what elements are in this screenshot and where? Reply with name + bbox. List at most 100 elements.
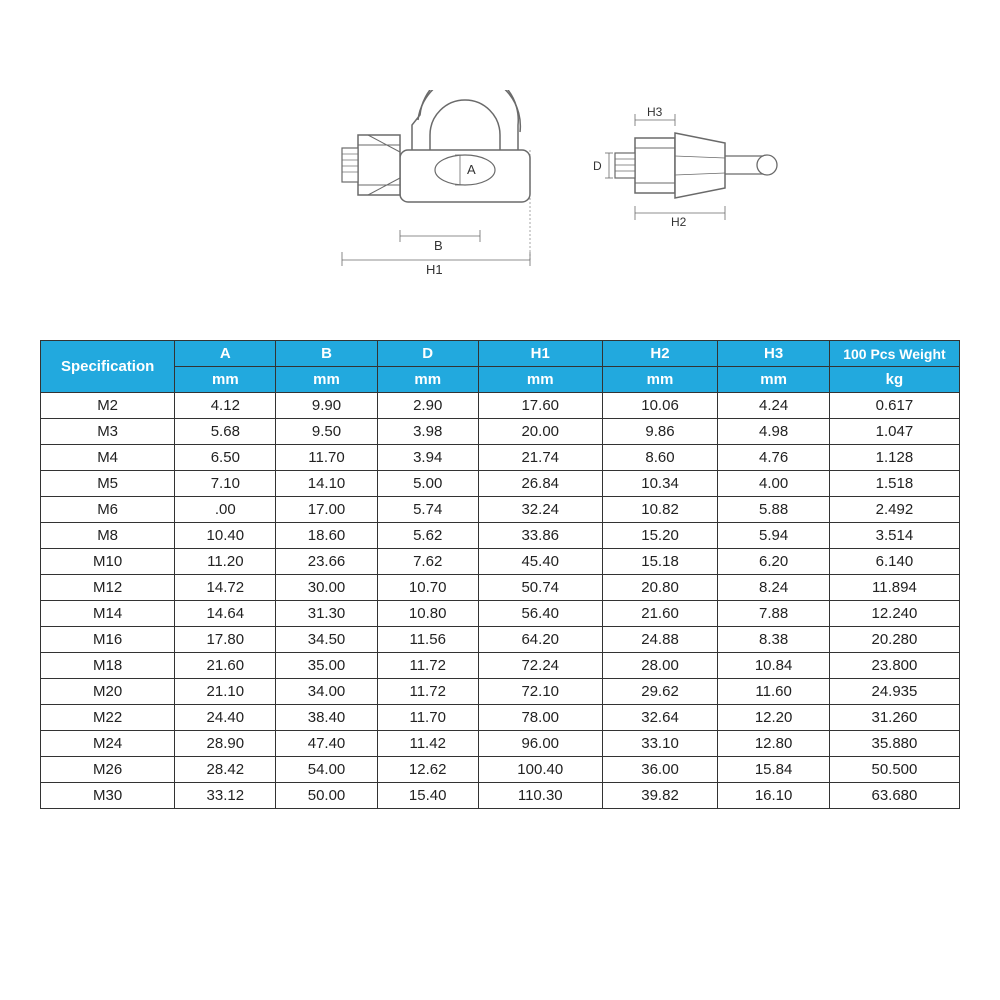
specification-table: Specification A B D H1 H2 H3 100 Pcs Wei… — [40, 340, 960, 809]
cell-A: 28.90 — [175, 731, 276, 757]
table-row: M1214.7230.0010.7050.7420.808.2411.894 — [41, 575, 960, 601]
cell-W: 11.894 — [829, 575, 959, 601]
table-row: M810.4018.605.6233.8615.205.943.514 — [41, 523, 960, 549]
cell-D: 7.62 — [377, 549, 478, 575]
cell-B: 23.66 — [276, 549, 377, 575]
cell-W: 3.514 — [829, 523, 959, 549]
cell-H2: 10.82 — [602, 497, 718, 523]
cell-spec: M4 — [41, 445, 175, 471]
table-row: M57.1014.105.0026.8410.344.001.518 — [41, 471, 960, 497]
cell-B: 50.00 — [276, 783, 377, 809]
cell-B: 38.40 — [276, 705, 377, 731]
header-B: B — [276, 341, 377, 367]
cell-H1: 33.86 — [478, 523, 602, 549]
cell-H1: 100.40 — [478, 757, 602, 783]
cell-H2: 10.34 — [602, 471, 718, 497]
cell-D: 3.94 — [377, 445, 478, 471]
table-row: M1414.6431.3010.8056.4021.607.8812.240 — [41, 601, 960, 627]
cell-H3: 8.38 — [718, 627, 830, 653]
cell-A: 21.60 — [175, 653, 276, 679]
cell-H2: 8.60 — [602, 445, 718, 471]
table-body: M24.129.902.9017.6010.064.240.617M35.689… — [41, 393, 960, 809]
technical-diagram: A B H1 H3 — [300, 90, 800, 290]
table-row: M1011.2023.667.6245.4015.186.206.140 — [41, 549, 960, 575]
label-D: D — [593, 159, 602, 173]
cell-H3: 8.24 — [718, 575, 830, 601]
cell-H2: 15.18 — [602, 549, 718, 575]
cell-D: 12.62 — [377, 757, 478, 783]
cell-H1: 64.20 — [478, 627, 602, 653]
unit-weight: kg — [829, 367, 959, 393]
unit-H3: mm — [718, 367, 830, 393]
cell-B: 54.00 — [276, 757, 377, 783]
cell-A: 33.12 — [175, 783, 276, 809]
cell-A: 6.50 — [175, 445, 276, 471]
cell-A: 5.68 — [175, 419, 276, 445]
cell-spec: M20 — [41, 679, 175, 705]
label-H1: H1 — [426, 262, 443, 277]
cell-D: 11.72 — [377, 653, 478, 679]
cell-W: 1.128 — [829, 445, 959, 471]
cell-B: 35.00 — [276, 653, 377, 679]
cell-spec: M3 — [41, 419, 175, 445]
label-H3: H3 — [647, 105, 663, 119]
cell-H1: 21.74 — [478, 445, 602, 471]
header-H2: H2 — [602, 341, 718, 367]
cell-D: 5.62 — [377, 523, 478, 549]
cell-H3: 5.88 — [718, 497, 830, 523]
table-row: M1821.6035.0011.7272.2428.0010.8423.800 — [41, 653, 960, 679]
cell-W: 2.492 — [829, 497, 959, 523]
cell-H2: 32.64 — [602, 705, 718, 731]
cell-spec: M24 — [41, 731, 175, 757]
table-row: M1617.8034.5011.5664.2024.888.3820.280 — [41, 627, 960, 653]
cell-W: 12.240 — [829, 601, 959, 627]
cell-W: 63.680 — [829, 783, 959, 809]
cell-D: 11.72 — [377, 679, 478, 705]
cell-W: 20.280 — [829, 627, 959, 653]
unit-A: mm — [175, 367, 276, 393]
label-A: A — [467, 162, 476, 177]
header-D: D — [377, 341, 478, 367]
cell-A: 14.64 — [175, 601, 276, 627]
cell-D: 11.56 — [377, 627, 478, 653]
cell-H1: 26.84 — [478, 471, 602, 497]
cell-spec: M6 — [41, 497, 175, 523]
table-row: M6.0017.005.7432.2410.825.882.492 — [41, 497, 960, 523]
header-A: A — [175, 341, 276, 367]
cell-spec: M5 — [41, 471, 175, 497]
cell-H1: 56.40 — [478, 601, 602, 627]
cell-H1: 96.00 — [478, 731, 602, 757]
cell-H1: 78.00 — [478, 705, 602, 731]
cell-A: 24.40 — [175, 705, 276, 731]
cell-B: 9.50 — [276, 419, 377, 445]
header-H3: H3 — [718, 341, 830, 367]
cell-spec: M26 — [41, 757, 175, 783]
cell-spec: M18 — [41, 653, 175, 679]
table-row: M2428.9047.4011.4296.0033.1012.8035.880 — [41, 731, 960, 757]
cell-A: 14.72 — [175, 575, 276, 601]
cell-B: 17.00 — [276, 497, 377, 523]
cell-H2: 21.60 — [602, 601, 718, 627]
table-header: Specification A B D H1 H2 H3 100 Pcs Wei… — [41, 341, 960, 393]
cell-H3: 12.20 — [718, 705, 830, 731]
cell-D: 11.70 — [377, 705, 478, 731]
unit-B: mm — [276, 367, 377, 393]
cell-D: 15.40 — [377, 783, 478, 809]
cell-A: .00 — [175, 497, 276, 523]
cell-B: 9.90 — [276, 393, 377, 419]
cell-H3: 7.88 — [718, 601, 830, 627]
cell-H2: 28.00 — [602, 653, 718, 679]
cell-W: 35.880 — [829, 731, 959, 757]
cell-spec: M2 — [41, 393, 175, 419]
cell-H2: 36.00 — [602, 757, 718, 783]
cell-B: 18.60 — [276, 523, 377, 549]
table-row: M2224.4038.4011.7078.0032.6412.2031.260 — [41, 705, 960, 731]
cell-D: 3.98 — [377, 419, 478, 445]
cell-D: 11.42 — [377, 731, 478, 757]
cell-H2: 9.86 — [602, 419, 718, 445]
cell-H3: 16.10 — [718, 783, 830, 809]
cell-A: 17.80 — [175, 627, 276, 653]
cell-A: 21.10 — [175, 679, 276, 705]
cell-D: 2.90 — [377, 393, 478, 419]
cell-H2: 24.88 — [602, 627, 718, 653]
